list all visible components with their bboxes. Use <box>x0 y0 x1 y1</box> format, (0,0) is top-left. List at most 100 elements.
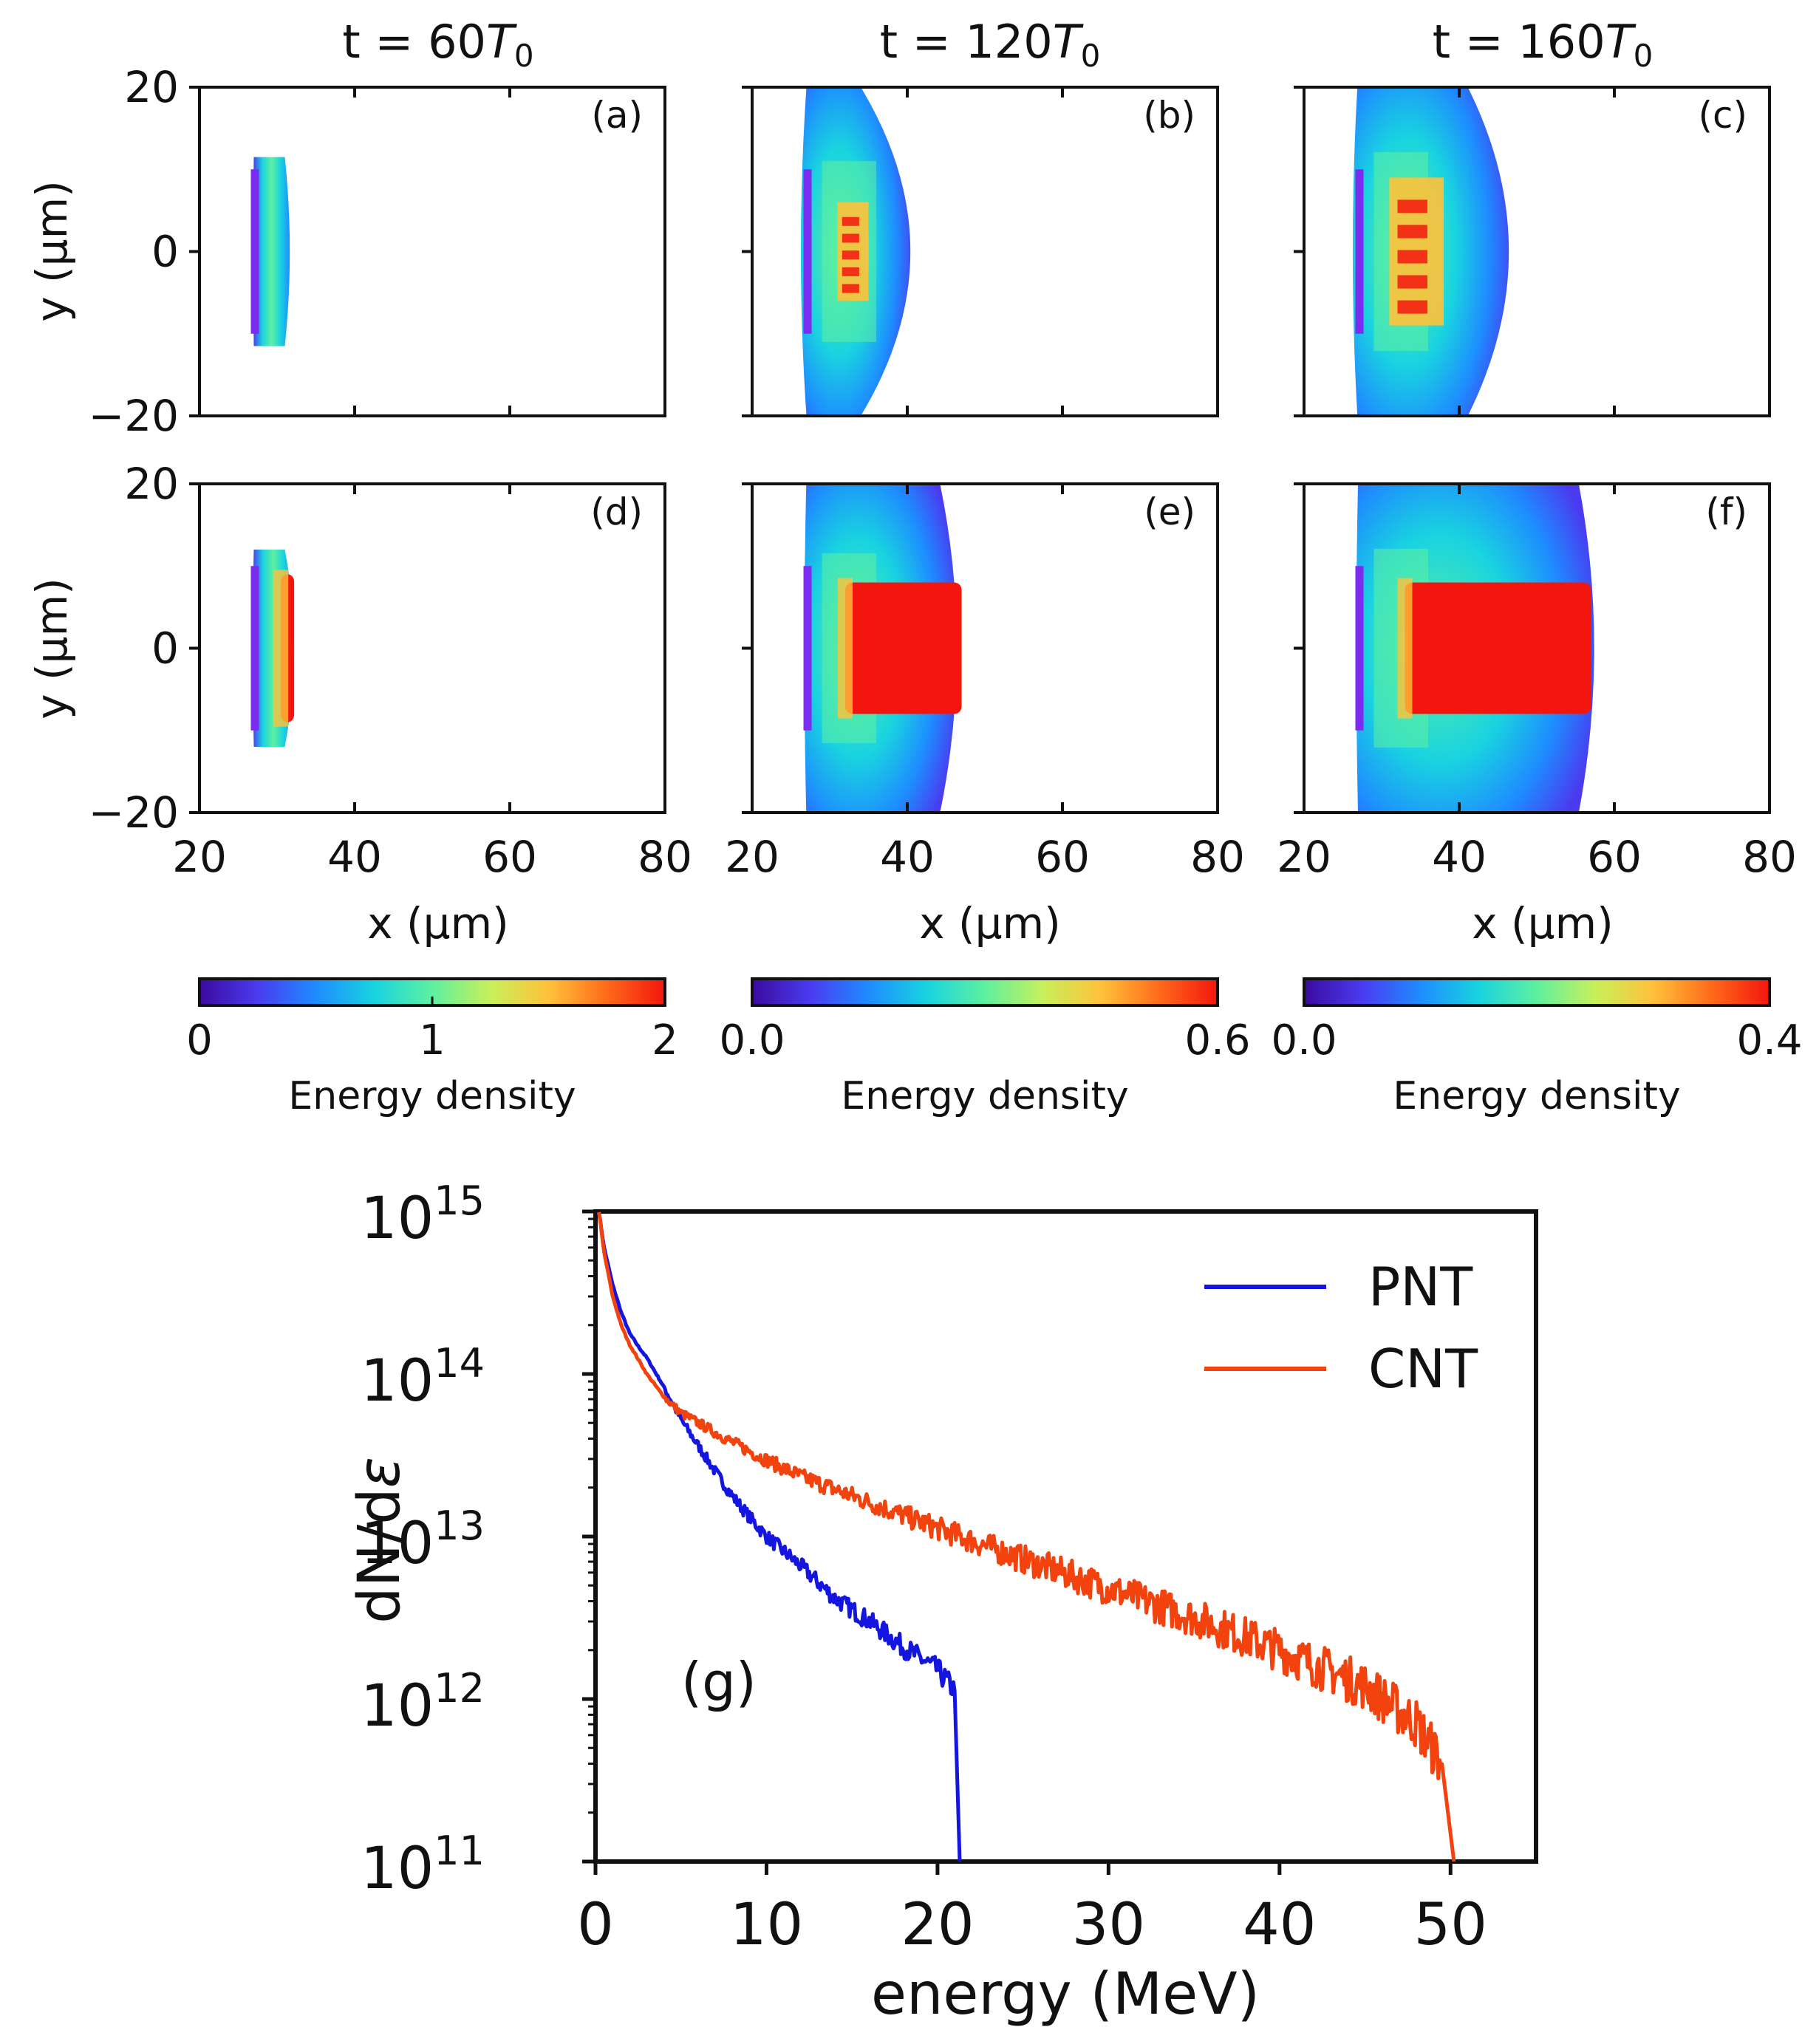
tick-base: 10 <box>361 1673 434 1740</box>
y-axis-label-top-row: y (μm) <box>27 180 77 321</box>
series-line-cnt <box>597 1211 1456 1862</box>
colorbar-label: Energy density <box>841 1074 1128 1118</box>
spectrum-x-axis-label: energy (MeV) <box>871 1961 1260 2028</box>
heatmap-panel-d: 20 40 60 80 20 0 −20 (d) <box>89 459 692 882</box>
panel-label: (c) <box>1698 94 1747 137</box>
colorbar-tick-label: 0.0 <box>719 1016 785 1064</box>
colorbar-gradient <box>1303 977 1771 1007</box>
x-axis-label-col3: x (μm) <box>1472 898 1613 948</box>
panel-label-g: (g) <box>681 1651 757 1713</box>
column-title-3: t = 160T0 <box>1433 15 1654 74</box>
spectrum-y-tick-label: 1013 <box>361 1503 485 1577</box>
hot-core-patch <box>842 233 859 243</box>
spectrum-y-tick-label: 1015 <box>361 1177 485 1252</box>
x-tick-label: 80 <box>1742 832 1797 882</box>
panel-field <box>1352 87 1509 416</box>
target-foil <box>803 566 812 731</box>
y-tick-label: 0 <box>151 227 179 277</box>
panel-frame <box>751 86 1219 417</box>
x-tick-label: 60 <box>1587 832 1642 882</box>
colorbar-tick-label: 0.0 <box>1271 1016 1337 1064</box>
heatmap-panels: 20 0 −20 (a) (b) (c) 20 40 60 80 20 0 −20 (d) 20 40 60 80… <box>89 62 1797 882</box>
panel-label: (e) <box>1144 491 1195 533</box>
column-titles: t = 60T0 t = 120T0 t = 160T0 <box>342 15 1653 74</box>
x-axis-label-col1: x (μm) <box>367 898 508 948</box>
target-foil <box>1355 566 1364 731</box>
panel-frame <box>1303 86 1771 417</box>
spectrum-y-tick-label: 1012 <box>361 1665 485 1740</box>
hot-core-patch <box>842 267 859 276</box>
x-tick-label: 20 <box>1277 832 1331 882</box>
panel-frame <box>751 482 1219 814</box>
hot-core-patch <box>1397 199 1427 213</box>
target-foil <box>1355 169 1364 334</box>
colorbar-gradient <box>751 977 1219 1007</box>
heatmap-panel-f: 20 40 60 80 (f) <box>1277 482 1797 882</box>
heatmap-panel-b: (b) <box>742 86 1219 417</box>
x-tick-label: 60 <box>1035 832 1090 882</box>
hot-core-patch <box>842 216 859 226</box>
spectrum-y-tick-label: 1014 <box>361 1340 485 1415</box>
x-tick-label: 20 <box>172 832 227 882</box>
colorbar-tick-label: 1 <box>419 1016 446 1064</box>
series-line-pnt <box>597 1211 962 1862</box>
spectrum-y-axis-label: dN/dε <box>347 1457 413 1624</box>
panel-field <box>1355 484 1594 813</box>
colorbar-tick-label: 2 <box>652 1016 678 1064</box>
tick-exponent: 15 <box>434 1177 485 1224</box>
hot-core-edge <box>838 578 853 719</box>
legend-label-pnt: PNT <box>1368 1256 1473 1318</box>
y-axis-label-bottom-row: y (μm) <box>27 578 77 719</box>
hot-core-patch <box>1397 275 1427 289</box>
panel-frame <box>198 86 666 417</box>
x-tick-label: 60 <box>482 832 537 882</box>
heatmap-panel-e: 20 40 60 80 (e) <box>725 482 1245 882</box>
target-foil <box>803 169 812 334</box>
panel-field <box>250 550 295 747</box>
colorbar-1: 0 1 2 Energy density <box>186 977 678 1118</box>
target-foil <box>250 169 259 334</box>
spectrum-x-tick-label: 50 <box>1414 1892 1487 1958</box>
hot-core-patch <box>1397 250 1427 264</box>
colorbar-3: 0.0 0.4 Energy density <box>1271 977 1803 1118</box>
x-tick-label: 40 <box>880 832 935 882</box>
colorbar-label: Energy density <box>1393 1074 1680 1118</box>
colorbar-tick-label: 0 <box>186 1016 213 1064</box>
spectrum-plot-frame <box>593 1209 1538 1864</box>
spectrum-lines <box>597 1211 1456 1862</box>
panel-field <box>250 157 290 346</box>
energy-field-region <box>253 157 290 346</box>
panel-field <box>800 87 911 416</box>
tick-base: 10 <box>361 1186 434 1252</box>
column-title-2: t = 120T0 <box>880 15 1101 74</box>
tick-exponent: 12 <box>434 1665 485 1712</box>
panel-field <box>803 484 962 813</box>
y-tick-label: −20 <box>89 391 179 441</box>
hot-core-edge <box>1397 578 1413 719</box>
y-tick-label: 20 <box>124 459 179 509</box>
heatmap-axis-labels: y (μm) y (μm) x (μm) x (μm) x (μm) <box>27 180 1614 948</box>
y-tick-label: 20 <box>124 62 179 112</box>
tick-base: 10 <box>361 1511 434 1577</box>
spectrum-x-tick-label: 40 <box>1243 1892 1316 1958</box>
x-tick-label: 20 <box>725 832 779 882</box>
y-tick-label: −20 <box>89 787 179 838</box>
panel-label: (b) <box>1143 94 1195 137</box>
hot-core-patch <box>1397 225 1427 239</box>
hot-core-edge <box>273 570 289 727</box>
x-axis-label-col2: x (μm) <box>919 898 1060 948</box>
x-tick-label: 80 <box>638 832 692 882</box>
hot-core <box>845 582 962 714</box>
hot-core <box>1405 582 1591 714</box>
x-tick-label: 80 <box>1190 832 1245 882</box>
spectrum-x-tick-label: 20 <box>901 1892 974 1958</box>
tick-base: 10 <box>361 1348 434 1415</box>
hot-core-patch <box>842 250 859 260</box>
column-title-1: t = 60T0 <box>342 15 533 74</box>
colorbar-label: Energy density <box>288 1074 576 1118</box>
spectrum-x-tick-label: 30 <box>1072 1892 1145 1958</box>
legend-label-cnt: CNT <box>1368 1338 1478 1400</box>
panel-label: (a) <box>591 94 643 137</box>
colorbar-tick-label: 0.6 <box>1184 1016 1250 1064</box>
